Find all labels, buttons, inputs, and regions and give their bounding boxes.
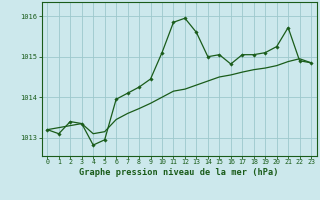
X-axis label: Graphe pression niveau de la mer (hPa): Graphe pression niveau de la mer (hPa) bbox=[79, 168, 279, 177]
